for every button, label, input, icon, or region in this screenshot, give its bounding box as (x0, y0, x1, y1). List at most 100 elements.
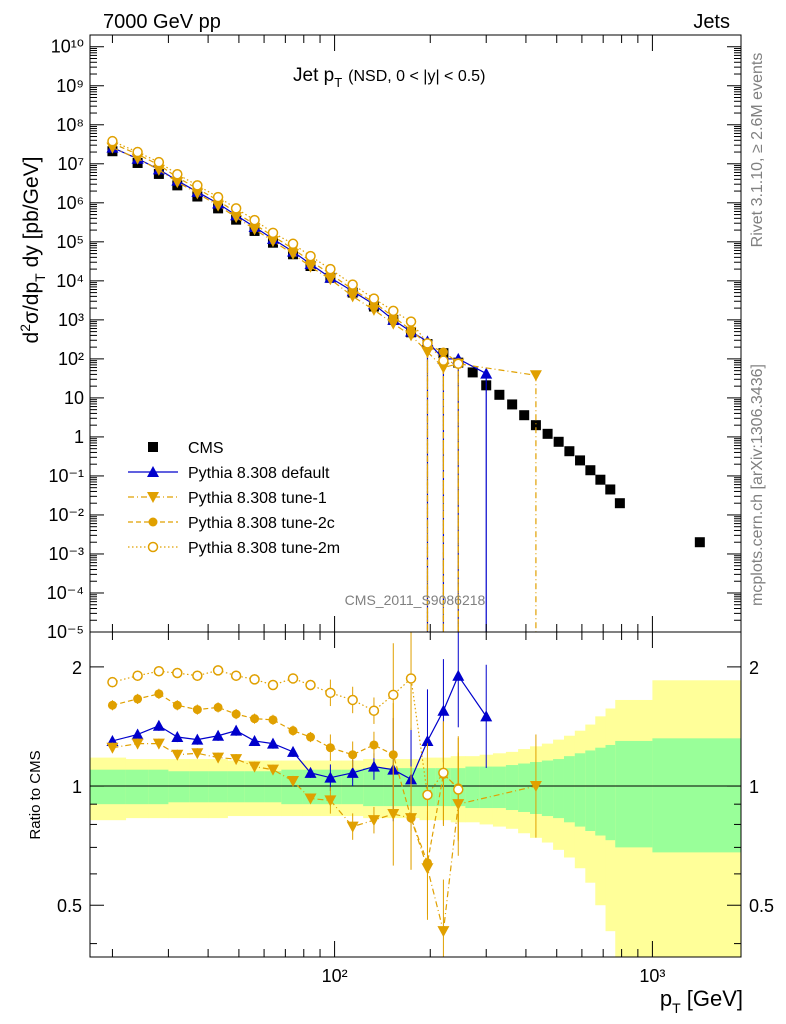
legend-entry: Pythia 8.308 tune-2c (128, 515, 335, 532)
data-point (107, 135, 118, 147)
ratio-point (306, 732, 316, 742)
data-point (507, 399, 518, 410)
ratio-point (132, 670, 143, 681)
main-series-layer (106, 135, 705, 632)
ratio-point (230, 670, 242, 681)
ratio-point (230, 724, 243, 736)
ratio-point (131, 738, 144, 750)
data-point (614, 498, 625, 509)
ratio-inner-band (189, 771, 209, 803)
main-y-tick-label: 10⁷ (57, 154, 84, 174)
data-point (347, 279, 358, 290)
main-y-ticks: 10⁻⁵ 10⁻⁴ 10⁻³ 10⁻² 10⁻¹ 1 10 10² 10³ 10⁴ 10⁵ 10⁶ 10… (47, 37, 741, 642)
series-4 (107, 135, 464, 632)
ratio-point (388, 689, 399, 701)
main-y-tick-label: 10⁻⁵ (47, 622, 84, 642)
main-y-tick-label: 10² (58, 349, 84, 369)
ratio-point (212, 752, 225, 764)
ratio-point (325, 743, 335, 753)
ratio-inner-band (479, 766, 494, 809)
ratio-point (250, 714, 260, 724)
ratio-point (367, 815, 380, 827)
data-point (192, 180, 203, 191)
data-point (530, 420, 541, 431)
ratio-point (480, 710, 493, 722)
series-1 (106, 141, 493, 632)
data-point (287, 238, 299, 250)
main-y-tick-label: 10⁶ (57, 193, 84, 213)
main-y-tick-label: 10⁵ (57, 232, 84, 252)
ratio-point (152, 719, 165, 731)
legend-marker (148, 442, 158, 452)
ratio-point (406, 813, 416, 823)
ratio-point (367, 760, 380, 772)
ratio-point (154, 689, 164, 699)
ratio-point (249, 674, 260, 685)
ratio-point (437, 926, 450, 938)
series-0 (107, 146, 705, 548)
ratio-point (171, 731, 184, 743)
ratio-point (324, 795, 337, 807)
ratio-point (438, 767, 449, 779)
main-y-tick-label: 10⁻² (48, 505, 84, 525)
legend: CMS Pythia 8.308 default Pythia 8.308 tune… (128, 440, 340, 557)
legend-entry: Pythia 8.308 tune-2m (128, 540, 340, 557)
data-point (575, 455, 586, 466)
data-point (494, 389, 505, 400)
ratio-inner-band (227, 771, 245, 803)
ratio-x-ticks: 10² 10³ (111, 632, 665, 986)
ratio-frame (89, 631, 742, 958)
x-axis-label: pT [GeV] (660, 986, 743, 1016)
ratio-inner-band (553, 759, 565, 819)
main-y-tick-label: 10⁸ (56, 115, 84, 135)
mcplots-label: mcplots.cern.ch [arXiv:1306.3436] (749, 364, 766, 606)
data-point (368, 293, 380, 304)
ratio-series-4 (107, 632, 464, 847)
data-point (694, 537, 705, 548)
ratio-inner-band (90, 769, 127, 805)
ratio-inner-band (148, 769, 169, 805)
ratio-bands-layer (90, 680, 742, 957)
main-x-ticks (111, 35, 653, 632)
data-point (438, 355, 449, 366)
data-point (346, 291, 359, 303)
ratio-point (266, 737, 279, 749)
data-point (605, 484, 616, 495)
ratio-inner-band (595, 747, 607, 836)
ratio-inner-band (541, 760, 554, 817)
ratio-inner-band (168, 771, 191, 803)
ratio-point (388, 750, 398, 760)
ratio-point (348, 750, 358, 760)
data-point (438, 347, 448, 357)
ratio-y-tick-label: 2 (749, 658, 759, 678)
data-point (453, 358, 464, 370)
ratio-point (346, 821, 359, 833)
ratio-point (304, 766, 317, 778)
main-title-text: Jet p (293, 65, 334, 86)
ratio-point (437, 704, 450, 716)
data-point (406, 325, 416, 335)
data-point (305, 250, 316, 262)
ratio-inner-band (244, 771, 265, 803)
main-y-tick-label: 10⁻³ (48, 544, 84, 564)
data-point (388, 305, 399, 317)
data-point (595, 474, 606, 485)
ratio-inner-band (465, 766, 481, 809)
ratio-point (212, 729, 225, 741)
ratio-point (266, 764, 279, 776)
ratio-point (131, 728, 144, 740)
legend-label: CMS (188, 440, 224, 457)
legend-label: Pythia 8.308 tune-2c (188, 515, 335, 532)
ratio-y-ticks: 0.5 0.5 1 1 2 2 (57, 658, 774, 945)
ratio-inner-band (605, 744, 616, 841)
data-point (585, 465, 596, 476)
ratio-inner-band (125, 769, 150, 805)
ratio-point (192, 705, 202, 715)
main-y-tick-label: 10¹⁰ (51, 37, 84, 57)
main-y-tick-label: 10⁻¹ (48, 466, 84, 486)
ratio-inner-band (208, 771, 228, 803)
main-y-tick-label: 10³ (58, 310, 84, 330)
data-point (367, 304, 380, 316)
data-point (249, 214, 260, 226)
data-point (542, 428, 553, 439)
